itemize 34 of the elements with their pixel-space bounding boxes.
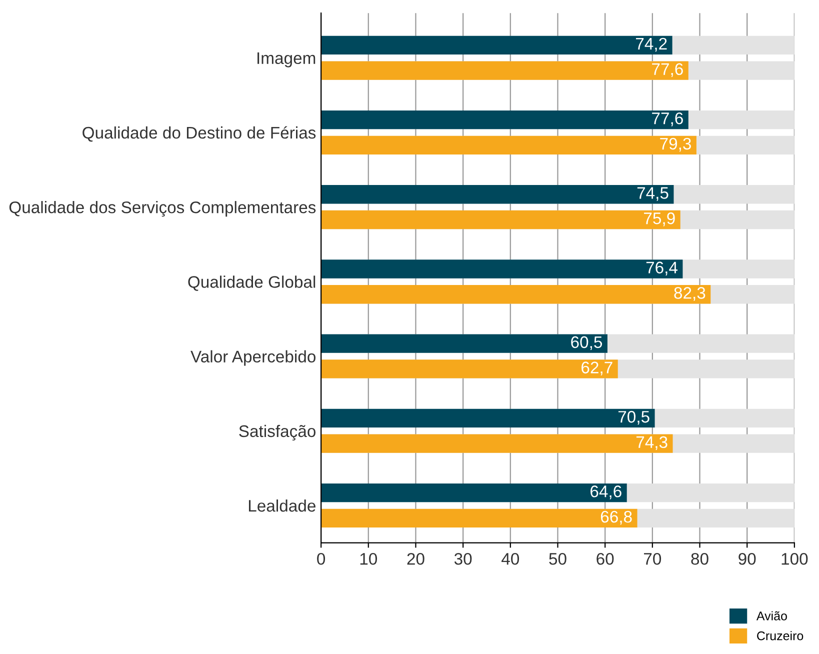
data-label: 77,6 bbox=[652, 112, 683, 126]
y-tick-label: Lealdade bbox=[248, 499, 316, 512]
data-label: 79,3 bbox=[660, 138, 691, 152]
data-label: 76,4 bbox=[646, 262, 678, 276]
y-tick-label: Qualidade dos Serviços Complementares bbox=[9, 201, 316, 217]
data-label: 82,3 bbox=[674, 287, 706, 301]
legend-label: Cruzeiro bbox=[757, 631, 804, 640]
x-tick-label: 0 bbox=[317, 552, 326, 565]
y-tick-label: Qualidade Global bbox=[188, 276, 316, 291]
x-tick-label: 50 bbox=[549, 552, 566, 565]
x-tick-label: 60 bbox=[596, 552, 614, 565]
x-tick-label: 100 bbox=[782, 552, 808, 565]
y-tick-label: Valor Apercebido bbox=[190, 350, 316, 366]
x-tick-label: 30 bbox=[454, 552, 472, 565]
legend-label: Avião bbox=[756, 611, 787, 620]
x-tick-label: 90 bbox=[738, 552, 756, 565]
y-tick-label: Qualidade do Destino de Férias bbox=[82, 126, 316, 142]
x-tick-label: 70 bbox=[644, 552, 662, 565]
data-label: 74,5 bbox=[637, 187, 668, 201]
data-label: 74,2 bbox=[636, 38, 667, 52]
y-tick-label: Imagem bbox=[258, 52, 316, 68]
x-tick-label: 10 bbox=[360, 552, 378, 565]
x-tick-label: 80 bbox=[691, 552, 708, 565]
data-label: 77,6 bbox=[652, 63, 683, 77]
data-label: 64,6 bbox=[590, 486, 622, 500]
data-label: 60,5 bbox=[571, 336, 602, 350]
data-label: 62,7 bbox=[582, 362, 612, 376]
y-tick-label: Satisfação bbox=[239, 424, 316, 440]
x-tick-label: 40 bbox=[502, 552, 520, 565]
data-label: 66,8 bbox=[600, 510, 632, 525]
data-label: 75,9 bbox=[644, 212, 675, 226]
data-label: 74,3 bbox=[636, 436, 668, 450]
data-label: 70,5 bbox=[618, 410, 650, 425]
x-tick-label: 20 bbox=[407, 552, 424, 565]
